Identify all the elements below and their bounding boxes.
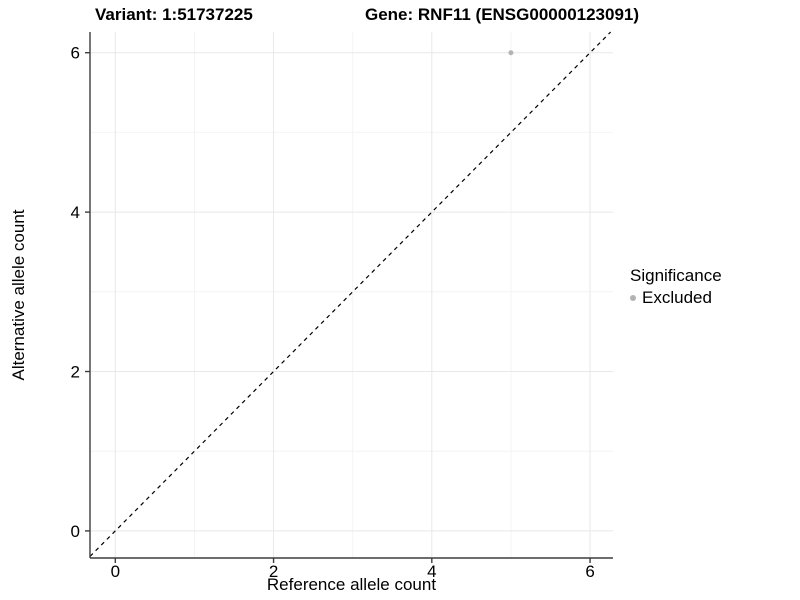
plot-title-variant: Variant: 1:51737225 xyxy=(95,5,253,24)
x-tick-label: 6 xyxy=(585,562,594,581)
legend-point-icon xyxy=(630,295,636,301)
identity-reference-line xyxy=(89,31,612,557)
x-axis-title: Reference allele count xyxy=(266,575,437,594)
y-tick-label: 6 xyxy=(71,44,80,63)
data-point xyxy=(508,50,514,56)
y-tick-label: 2 xyxy=(71,363,80,382)
plot-title-gene: Gene: RNF11 (ENSG00000123091) xyxy=(365,5,640,24)
x-tick-label: 0 xyxy=(111,562,120,581)
x-tick-label: 4 xyxy=(427,562,436,581)
y-tick-label: 0 xyxy=(71,522,80,541)
legend-item-label: Excluded xyxy=(642,288,712,307)
y-tick-label: 4 xyxy=(71,203,80,222)
y-axis-title: Alternative allele count xyxy=(9,209,28,381)
legend-title: Significance xyxy=(630,266,722,285)
legend-item-excluded: Excluded xyxy=(630,288,722,308)
x-tick-label: 2 xyxy=(269,562,278,581)
legend: Significance Excluded xyxy=(630,266,722,308)
